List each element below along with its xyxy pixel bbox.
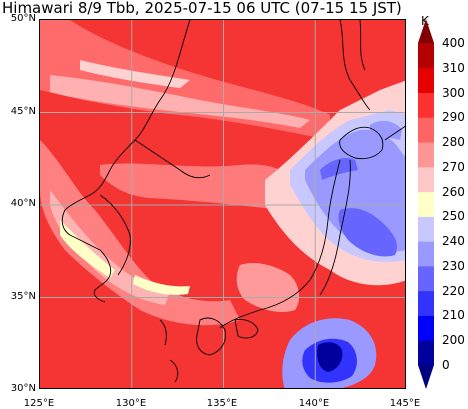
colorbar-tick-label: 250 [442,209,465,224]
colorbar-tick-label: 240 [442,234,465,249]
colorbar-segment [418,191,434,217]
map-title: Himawari 8/9 Tbb, 2025-07-15 06 UTC (07-… [2,0,402,17]
colorbar-tick-label: 230 [442,258,465,273]
colorbar-segment [418,241,434,267]
satellite-map [39,19,406,389]
colorbar-segment [418,265,434,292]
colorbar-segment [418,290,434,316]
colorbar-tick-label: 280 [442,135,465,150]
colorbar-tick-label: 260 [442,184,465,199]
lon-label-140: 140°E [298,398,330,409]
lat-label-35: 35°N [10,291,36,302]
colorbar-segment [418,142,434,168]
colorbar-extend-high [418,19,434,43]
colorbar-segment [418,166,434,193]
colorbar-tick-label: 310 [442,60,465,75]
colorbar-tick-label: 200 [442,333,465,348]
colorbar-segment [418,340,434,366]
coastlines [61,20,405,383]
lon-label-130: 130°E [115,398,147,409]
lon-label-125: 125°E [23,398,55,409]
colorbar-segment [418,216,434,242]
lat-label-50: 50°N [10,13,36,24]
colorbar-tick-label: 290 [442,110,465,125]
colorbar-segment [418,315,434,341]
colorbar-segment [418,43,434,69]
colorbar-segment [418,117,434,143]
lat-label-45: 45°N [10,106,36,117]
lat-label-40: 40°N [10,198,36,209]
lon-label-135: 135°E [206,398,238,409]
colorbar-unit: K [421,14,429,28]
colorbar-tick-label: 210 [442,308,465,323]
lon-label-145: 145°E [389,398,421,409]
colorbar-segment [418,67,434,94]
colorbar-tick-label: 270 [442,159,465,174]
lat-label-30: 30°N [10,383,36,394]
colorbar [418,19,434,389]
colorbar-segment [418,92,434,118]
colorbar-tick-label: 0 [442,358,450,372]
colorbar-tick-label: 300 [442,85,465,100]
colorbar-extend-low [418,365,434,389]
colorbar-tick-label: 220 [442,283,465,298]
colorbar-tick-label: 400 [442,36,465,50]
